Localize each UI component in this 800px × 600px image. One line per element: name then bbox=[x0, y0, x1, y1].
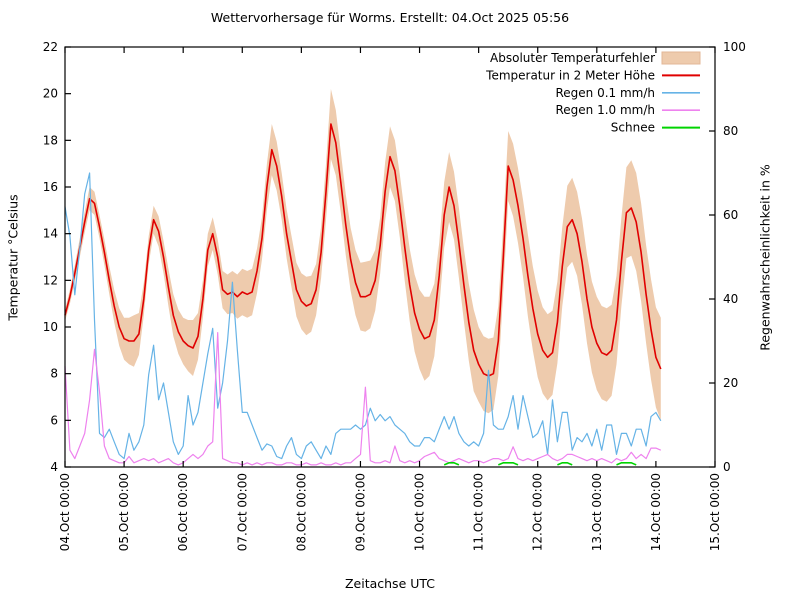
x-tick-label: 08.Oct 00:00 bbox=[294, 473, 308, 551]
y-left-tick-label: 18 bbox=[43, 133, 58, 147]
legend-label: Absoluter Temperaturfehler bbox=[490, 51, 655, 65]
y-left-tick-label: 8 bbox=[50, 367, 58, 381]
plot-frame bbox=[64, 46, 716, 468]
y-right-tick-label: 20 bbox=[723, 376, 738, 390]
y-left-tick-label: 22 bbox=[43, 40, 58, 54]
x-tick-label: 12.Oct 00:00 bbox=[531, 473, 545, 551]
x-tick-label: 11.Oct 00:00 bbox=[472, 473, 486, 551]
y-right-tick-label: 100 bbox=[723, 40, 746, 54]
legend-label: Temperatur in 2 Meter Höhe bbox=[485, 68, 655, 82]
x-axis-label: Zeitachse UTC bbox=[344, 576, 436, 591]
x-tick-label: 05.Oct 00:00 bbox=[117, 473, 131, 551]
snow-line bbox=[443, 461, 460, 466]
y-axis-label-left: Temperatur °Celsius bbox=[5, 194, 21, 321]
y-left-tick-label: 20 bbox=[43, 87, 58, 101]
x-tick-label: 15.Oct 00:00 bbox=[708, 473, 722, 551]
y-left-tick-label: 12 bbox=[43, 273, 58, 287]
snow-line bbox=[557, 461, 573, 466]
chart-title: Wettervorhersage für Worms. Erstellt: 04… bbox=[210, 10, 570, 25]
x-tick-label: 06.Oct 00:00 bbox=[176, 473, 190, 551]
x-tick-label: 14.Oct 00:00 bbox=[649, 473, 663, 551]
y-right-tick-label: 80 bbox=[723, 124, 738, 138]
rain-10mm-line bbox=[64, 332, 662, 466]
snow-line bbox=[616, 461, 637, 466]
y-left-tick-label: 16 bbox=[43, 180, 58, 194]
y-axis-label-right: Regenwahrscheinlichkeit in % bbox=[757, 164, 773, 351]
x-tick-label: 07.Oct 00:00 bbox=[235, 473, 249, 551]
x-tick-label: 09.Oct 00:00 bbox=[353, 473, 367, 551]
y-right-tick-label: 0 bbox=[723, 460, 731, 474]
temperature-line bbox=[64, 123, 662, 377]
y-left-tick-label: 6 bbox=[50, 413, 58, 427]
legend-label: Schnee bbox=[611, 121, 655, 135]
legend-label: Regen 0.1 mm/h bbox=[555, 86, 655, 100]
legend-band-swatch bbox=[661, 51, 701, 65]
x-tick-label: 10.Oct 00:00 bbox=[413, 473, 427, 551]
x-tick-label: 13.Oct 00:00 bbox=[590, 473, 604, 551]
y-right-tick-label: 40 bbox=[723, 292, 738, 306]
y-left-tick-label: 14 bbox=[43, 227, 58, 241]
y-right-tick-label: 60 bbox=[723, 208, 738, 222]
snow-line bbox=[497, 461, 519, 466]
y-left-tick-label: 4 bbox=[50, 460, 58, 474]
temperature-error-band bbox=[65, 89, 661, 421]
y-left-tick-label: 10 bbox=[43, 320, 58, 334]
x-tick-label: 04.Oct 00:00 bbox=[58, 473, 72, 551]
legend-label: Regen 1.0 mm/h bbox=[555, 103, 655, 117]
